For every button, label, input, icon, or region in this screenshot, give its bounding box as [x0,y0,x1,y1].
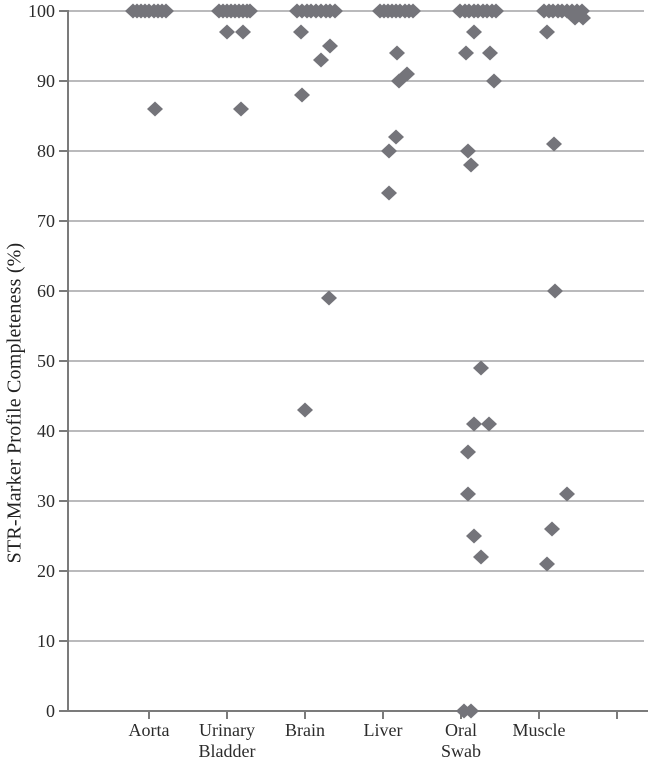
data-point [463,157,479,173]
data-point [486,73,502,89]
y-tick-label: 60 [37,281,55,301]
data-point [381,185,397,201]
y-tick-label: 40 [37,421,55,441]
data-point [242,3,258,19]
data-point [158,3,174,19]
x-category-label: Oral [445,720,477,740]
data-point [547,283,563,299]
x-category-label: Aorta [129,720,170,740]
y-tick-label: 20 [37,561,55,581]
y-tick-label: 80 [37,141,55,161]
data-point [466,24,482,40]
x-category-label: Liver [364,720,403,740]
data-point [297,402,313,418]
data-point [233,101,249,117]
data-point [460,444,476,460]
data-point [473,360,489,376]
data-point [389,45,405,61]
data-point [559,486,575,502]
data-point [575,10,591,26]
data-point [322,38,338,54]
y-tick-label: 30 [37,491,55,511]
y-tick-label: 90 [37,71,55,91]
data-point [147,101,163,117]
data-point [488,3,504,19]
data-point [544,521,560,537]
x-category-label: Urinary [199,720,255,740]
y-tick-label: 70 [37,211,55,231]
data-point [466,528,482,544]
y-tick-label: 100 [28,1,55,21]
data-point [327,3,343,19]
data-point [460,143,476,159]
data-point [313,52,329,68]
data-point [458,45,474,61]
data-point [466,416,482,432]
data-point [405,3,421,19]
data-point [482,45,498,61]
data-point [539,556,555,572]
y-tick-label: 10 [37,631,55,651]
x-category-label: Bladder [199,741,256,757]
data-point [388,129,404,145]
y-axis-title: STR-Marker Profile Completeness (%) [3,242,26,564]
data-point [293,24,309,40]
y-tick-label: 0 [46,701,55,721]
data-point [473,549,489,565]
x-category-label: Muscle [513,720,566,740]
data-point [391,73,407,89]
data-point [539,24,555,40]
data-point [463,703,479,719]
data-point [381,143,397,159]
x-category-label: Swab [441,741,481,757]
data-point [294,87,310,103]
data-point [546,136,562,152]
data-point [235,24,251,40]
data-point [481,416,497,432]
y-tick-label: 50 [37,351,55,371]
x-category-label: Brain [285,720,325,740]
data-point [460,486,476,502]
data-point [219,24,235,40]
data-point [321,290,337,306]
